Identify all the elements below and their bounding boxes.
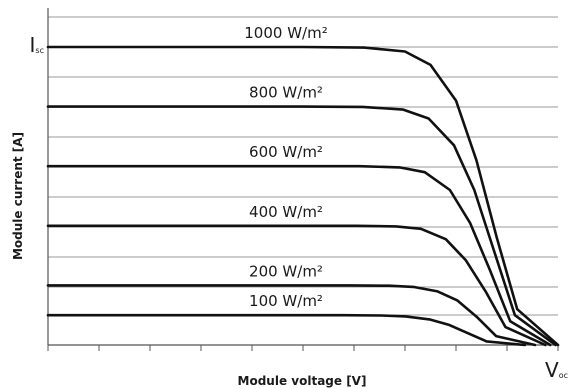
irradiance-label-2: 600 W/m² bbox=[249, 143, 323, 161]
iv-curves bbox=[46, 45, 560, 347]
x-axis-ticks bbox=[47, 345, 559, 351]
iv-curve-3 bbox=[46, 224, 547, 347]
iv-curve-0 bbox=[46, 45, 560, 347]
iv-curve-2 bbox=[46, 164, 552, 347]
voc-marker-label: Voc bbox=[545, 358, 568, 382]
voc-subscript: oc bbox=[559, 371, 568, 380]
irradiance-label-3: 400 W/m² bbox=[249, 203, 323, 221]
irradiance-labels: 1000 W/m² 800 W/m² 600 W/m² 400 W/m² 200 W/m… bbox=[244, 24, 327, 310]
irradiance-label-1: 800 W/m² bbox=[249, 84, 323, 102]
x-axis-title: Module voltage [V] bbox=[238, 374, 367, 388]
irradiance-label-5: 100 W/m² bbox=[249, 292, 323, 310]
isc-subscript: sc bbox=[35, 46, 44, 55]
isc-symbol: I bbox=[30, 33, 36, 57]
irradiance-label-0: 1000 W/m² bbox=[244, 24, 327, 42]
iv-curve-4 bbox=[46, 284, 537, 347]
voc-symbol: V bbox=[545, 358, 559, 382]
irradiance-label-4: 200 W/m² bbox=[249, 262, 323, 280]
iv-curve-1 bbox=[46, 105, 557, 347]
iv-curve-5 bbox=[46, 313, 527, 347]
isc-marker-label: Isc bbox=[30, 33, 44, 57]
y-axis-title: Module current [A] bbox=[11, 132, 25, 260]
